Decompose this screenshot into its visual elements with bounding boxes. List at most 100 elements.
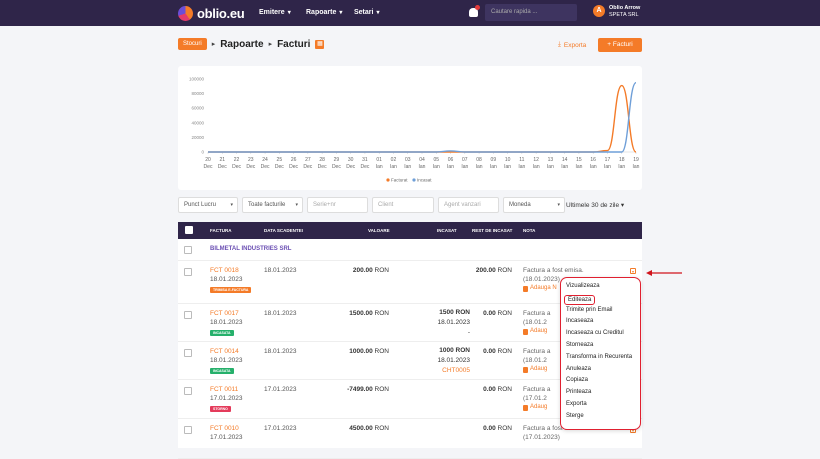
download-icon: ⤓ xyxy=(558,41,561,48)
col-incasat[interactable]: INCASAT xyxy=(437,228,457,233)
search-input[interactable]: Cautare rapida ... xyxy=(485,4,577,21)
add-note-link[interactable]: Adaug xyxy=(523,403,550,412)
x-tick-label: 26 Dec xyxy=(289,157,298,170)
rest-cell: 0.00 RON xyxy=(483,425,512,432)
x-tick-label: 08 Ian xyxy=(476,157,483,170)
breadcrumb-rapoarte[interactable]: Rapoarte xyxy=(220,38,264,50)
rest-amount: 0.00 xyxy=(483,310,496,317)
nav-emitere[interactable]: Emitere ▾ xyxy=(259,9,291,16)
x-tick-label: 31 Dec xyxy=(360,157,369,170)
rest-amount: 200.00 xyxy=(475,267,496,274)
menu-item-copiaza[interactable]: Copiaza xyxy=(566,377,589,384)
invoice-number[interactable]: FCT 0018 xyxy=(210,267,239,274)
add-note-link[interactable]: Adaug xyxy=(523,365,550,374)
add-note-link[interactable]: Adaug xyxy=(523,327,550,336)
x-tick-label: 19 Ian xyxy=(633,157,640,170)
nav-rapoarte[interactable]: Rapoarte ▾ xyxy=(306,9,342,16)
add-note-link[interactable]: Adauga N xyxy=(523,284,584,293)
client-name[interactable]: BILMETAL INDUSTRIES SRL xyxy=(210,246,292,252)
invoice-number[interactable]: FCT 0011 xyxy=(210,386,239,393)
invoice-date: 18.01.2023 xyxy=(210,319,243,326)
menu-item-printeaza[interactable]: Printeaza xyxy=(566,389,592,396)
stocuri-button[interactable]: Stocuri xyxy=(178,38,207,50)
x-tick-label: 15 Ian xyxy=(575,157,582,170)
table-row[interactable]: FCT 0011 17.01.2023 STORNO 17.01.2023 -7499.… xyxy=(178,380,642,419)
x-tick-label: 28 Dec xyxy=(318,157,327,170)
incasat-amount: 1500 RON xyxy=(439,309,470,316)
row-checkbox[interactable] xyxy=(184,311,192,319)
col-nota: NOTA xyxy=(523,228,536,233)
x-tick-label: 13 Ian xyxy=(547,157,554,170)
chevron-down-icon: ▾ xyxy=(287,10,291,16)
punct-lucru-select[interactable]: Punct Lucru ▾ xyxy=(178,197,238,213)
series-line-facturat xyxy=(207,84,637,153)
due-date: 18.01.2023 xyxy=(264,348,297,355)
export-button[interactable]: ⤓ Exporta xyxy=(558,41,586,49)
row-checkbox[interactable] xyxy=(184,268,192,276)
series-line-incasat xyxy=(207,81,637,153)
note-icon xyxy=(523,285,528,292)
table-row[interactable]: FCT 0014 18.01.2023 INCASATA 18.01.2023 1000… xyxy=(178,342,642,380)
agent-input[interactable]: Agent vanzari xyxy=(438,197,499,213)
x-tick-label: 16 Ian xyxy=(590,157,597,170)
menu-item-sterge[interactable]: Sterge xyxy=(566,412,584,419)
table-row[interactable]: FCT 0018 18.01.2023 TRIMISA E-FACTURA 18.01… xyxy=(178,261,642,304)
invoice-number[interactable]: FCT 0017 xyxy=(210,310,239,317)
avatar[interactable]: A xyxy=(593,5,605,17)
table-row[interactable]: FCT 0017 18.01.2023 INCASATA 18.01.2023 1500… xyxy=(178,304,642,342)
x-tick-label: 03 Ian xyxy=(404,157,411,170)
spreadsheet-icon[interactable]: ▦ xyxy=(315,39,325,49)
menu-item-exporta[interactable]: Exporta xyxy=(566,401,587,407)
rest-currency: RON xyxy=(497,425,512,432)
row-checkbox[interactable] xyxy=(184,387,192,395)
col-valoare[interactable]: VALOARE xyxy=(368,228,390,233)
invoice-date: 17.01.2023 xyxy=(210,395,243,402)
select-all-checkbox[interactable] xyxy=(185,226,193,234)
invoice-number[interactable]: FCT 0010 xyxy=(210,425,239,432)
menu-item-vizualizeaza[interactable]: Vizualizeaza xyxy=(566,283,600,289)
row-actions-button[interactable]: ▾ xyxy=(630,268,636,274)
menu-item-incaseaza-cu-creditul[interactable]: Incaseaza cu Creditul xyxy=(566,330,624,337)
chevron-down-icon: ▾ xyxy=(295,202,298,208)
new-invoice-button[interactable]: + Facturi xyxy=(598,38,642,52)
y-tick-label: 40000 xyxy=(191,120,204,125)
col-rest[interactable]: REST DE INCASAT xyxy=(472,228,513,233)
serie-input[interactable]: Serie+nr xyxy=(307,197,368,213)
period-select[interactable]: Ultimele 30 de zile ▾ xyxy=(566,201,624,209)
value-currency: RON xyxy=(374,348,389,355)
incasat-document[interactable]: CHT0005 xyxy=(442,367,470,374)
menu-item-transforma-in-recurenta[interactable]: Transforma in Recurenta xyxy=(566,353,633,360)
col-data-scadentei[interactable]: DATA SCADENTEI xyxy=(264,228,303,233)
x-tick-label: 09 Ian xyxy=(490,157,497,170)
user-menu[interactable]: Oblio Arrow SPETA SRL xyxy=(609,5,640,19)
invoice-date: 17.01.2023 xyxy=(210,434,243,441)
note-icon xyxy=(523,404,528,411)
menu-item-incaseaza[interactable]: Incaseaza xyxy=(566,318,594,325)
menu-item-trimite-prin-email[interactable]: Trimite prin Email xyxy=(566,306,613,313)
chevron-right-icon: ▸ xyxy=(268,41,273,48)
client-input[interactable]: Client xyxy=(372,197,434,213)
legend-marker xyxy=(412,178,416,182)
add-note-label: Adaug xyxy=(530,366,548,372)
client-checkbox[interactable] xyxy=(184,246,192,254)
row-checkbox[interactable] xyxy=(184,349,192,357)
bell-icon[interactable] xyxy=(469,8,478,17)
due-date: 18.01.2023 xyxy=(264,267,297,274)
row-checkbox[interactable] xyxy=(184,426,192,434)
col-factura[interactable]: FACTURA xyxy=(210,228,232,233)
tip-factura-select[interactable]: Toate facturile ▾ xyxy=(242,197,303,213)
nav-setari[interactable]: Setari ▾ xyxy=(354,9,379,16)
y-tick-label: 100000 xyxy=(189,77,205,82)
logo[interactable]: oblio.eu xyxy=(178,6,245,21)
menu-item-editeaza[interactable]: Editeaza xyxy=(564,294,596,305)
y-tick-label: 0 xyxy=(201,150,204,155)
legend-label[interactable]: Incasat xyxy=(417,178,432,183)
menu-item-storneaza[interactable]: Storneaza xyxy=(566,342,594,348)
x-tick-label: 22 Dec xyxy=(232,157,241,170)
nota-cell: Factura a (18.01.2 Adaug xyxy=(523,347,550,374)
menu-item-anuleaza[interactable]: Anuleaza xyxy=(566,365,592,372)
invoice-number[interactable]: FCT 0014 xyxy=(210,348,239,355)
nota-text: Factura a xyxy=(523,386,551,393)
moneda-select[interactable]: Moneda ▾ xyxy=(503,197,565,213)
legend-label[interactable]: Facturat xyxy=(391,178,408,183)
